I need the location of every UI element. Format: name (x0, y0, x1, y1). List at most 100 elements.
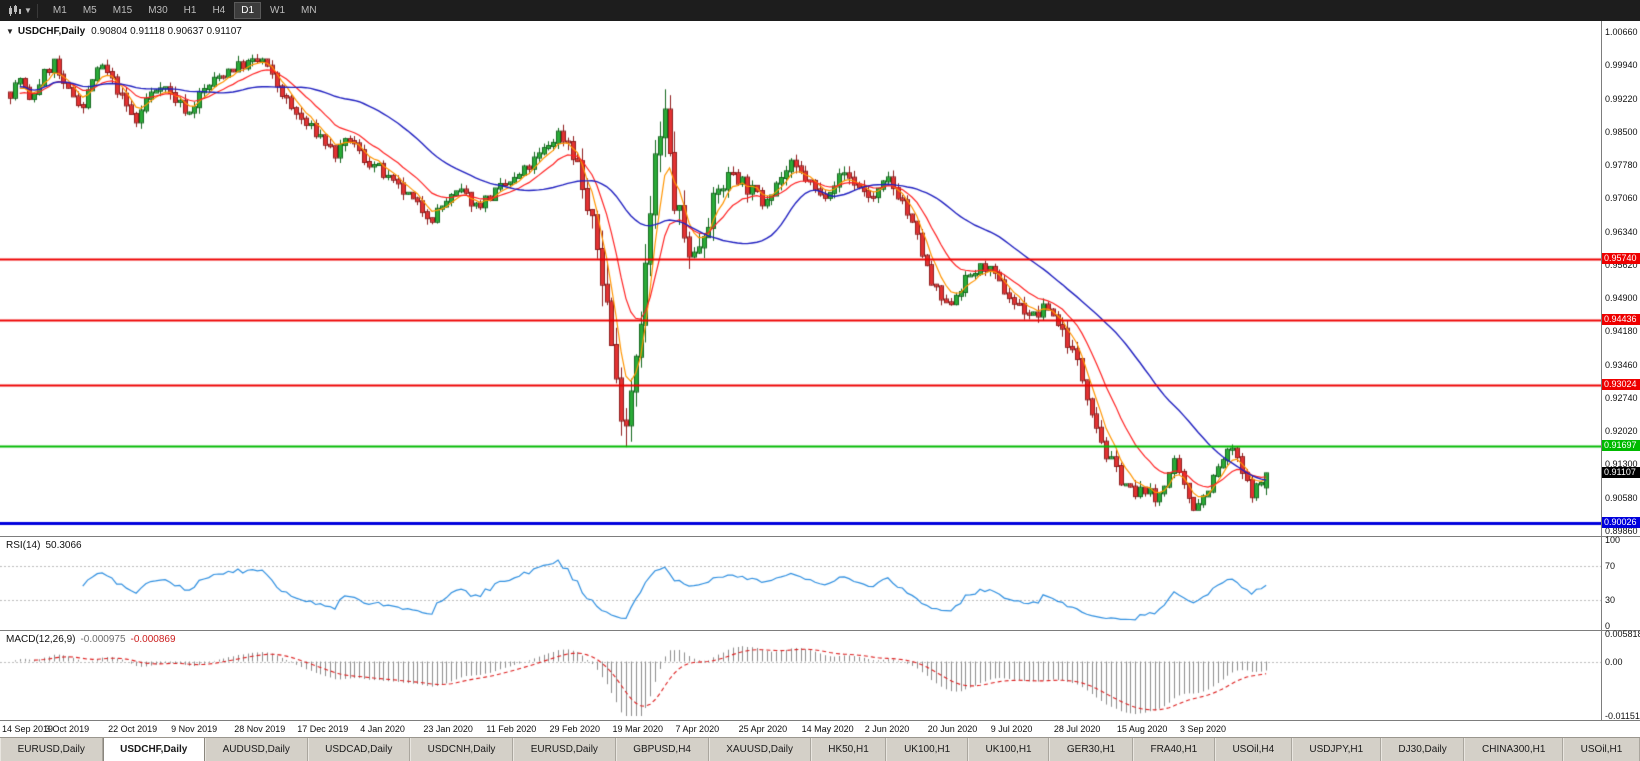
chart-tab[interactable]: EURUSD,Daily (513, 738, 616, 761)
chevron-down-icon: ▼ (24, 5, 32, 15)
current-price-flag: 0.91107 (1602, 467, 1640, 479)
timeframe-button-m5[interactable]: M5 (82, 5, 97, 16)
hline-price-flag: 0.94436 (1602, 313, 1640, 325)
chart-tab[interactable]: GBPUSD,H4 (615, 738, 709, 761)
price-axis-label: 0.97060 (1605, 193, 1638, 204)
date-label: 11 Feb 2020 (486, 724, 537, 734)
macd-indicator-panel: MACD(12,26,9) -0.000975 -0.000869 0.005818… (0, 629, 1640, 721)
date-label: 7 Apr 2020 (675, 724, 720, 734)
price-axis-label: 0.93460 (1605, 359, 1638, 370)
chart-tab[interactable]: USDCNH,Daily (410, 738, 514, 761)
chart-type-button[interactable]: ▼ (5, 3, 38, 18)
macd-main-value: -0.000975 (80, 634, 126, 645)
hline-price-flag: 0.90026 (1602, 517, 1640, 529)
chart-tab[interactable]: XAUUSD,Daily (708, 738, 811, 761)
date-label: 9 Jul 2020 (990, 724, 1033, 734)
date-label: 28 Jul 2020 (1053, 724, 1101, 734)
date-label: 3 Oct 2019 (45, 724, 90, 734)
rsi-canvas[interactable] (0, 537, 1601, 630)
chart-tab[interactable]: USOil,H4 (1214, 738, 1292, 761)
macd-canvas[interactable] (0, 631, 1601, 720)
date-label: 14 Sep 2019 (2, 724, 54, 734)
chart-tab[interactable]: DJ30,Daily (1380, 738, 1465, 761)
price-axis-label: 0.89860 (1605, 525, 1638, 536)
timeframe-button-m1[interactable]: M1 (52, 5, 67, 16)
timeframe-button-group: M1 M5 M15 M30 H1 H4 D1 W1 MN (46, 2, 324, 19)
date-label: 25 Apr 2020 (738, 724, 788, 734)
date-label: 29 Feb 2020 (549, 724, 600, 734)
price-axis-label: 0.90580 (1605, 492, 1638, 503)
hline-price-flag: 0.93024 (1602, 378, 1640, 390)
date-label: 28 Nov 2019 (234, 724, 286, 734)
date-label: 22 Oct 2019 (108, 724, 158, 734)
macd-signal-value: -0.000869 (130, 634, 176, 645)
candlestick-chart-icon (9, 4, 21, 16)
timeframe-button-mn[interactable]: MN (301, 5, 317, 16)
rsi-label: RSI(14) 50.3066 (6, 540, 82, 551)
macd-axis-label: -0.011514 (1605, 711, 1640, 721)
date-label: 4 Jan 2020 (360, 724, 405, 734)
date-label: 9 Nov 2019 (171, 724, 218, 734)
price-axis-label: 0.99940 (1605, 60, 1638, 71)
chart-tab[interactable]: AUDUSD,Daily (205, 738, 308, 761)
chart-tab[interactable]: UK100,H1 (886, 738, 968, 761)
chart-tab[interactable]: UK100,H1 (967, 738, 1050, 761)
date-label: 15 Aug 2020 (1116, 724, 1168, 734)
chart-tab[interactable]: USOil,H1 (1563, 738, 1640, 761)
rsi-axis-label: 100 (1605, 535, 1621, 545)
price-axis-label: 0.94900 (1605, 293, 1638, 304)
timeframe-button-m15[interactable]: M15 (112, 5, 133, 16)
chart-tab[interactable]: HK50,H1 (810, 738, 887, 761)
timeframe-button-h1[interactable]: H1 (183, 5, 197, 16)
price-axis-label: 0.94180 (1605, 326, 1638, 337)
chart-tab[interactable]: USDCHF,Daily (102, 738, 206, 761)
timeframe-button-w1[interactable]: W1 (270, 5, 286, 16)
chart-tab[interactable]: USDJPY,H1 (1291, 738, 1381, 761)
timeframe-button-d1[interactable]: D1 (234, 2, 262, 19)
time-axis: 14 Sep 2019 3 Oct 2019 22 Oct 2019 9 Nov 20… (0, 720, 1640, 737)
price-axis-label: 0.98500 (1605, 126, 1638, 137)
ohlc-values: 0.90804 0.91118 0.90637 0.91107 (91, 26, 242, 37)
date-label: 20 Jun 2020 (927, 724, 978, 734)
rsi-axis-label: 0 (1605, 621, 1611, 631)
chart-tab[interactable]: GER30,H1 (1049, 738, 1133, 761)
price-axis-label: 0.91300 (1605, 459, 1638, 470)
price-axis-label: 0.97780 (1605, 160, 1638, 171)
price-axis-label: 0.95620 (1605, 259, 1638, 270)
collapse-arrow-icon[interactable]: ▼ (6, 27, 14, 36)
date-label: 2 Jun 2020 (864, 724, 910, 734)
hline-price-flag: 0.91697 (1602, 440, 1640, 452)
rsi-axis-label: 70 (1605, 560, 1616, 571)
symbol-period-label: USDCHF,Daily (17, 26, 86, 37)
price-axis-label: 0.92740 (1605, 392, 1638, 403)
price-chart-canvas[interactable] (0, 21, 1601, 536)
rsi-value: 50.3066 (45, 540, 82, 551)
chart-tab[interactable]: USDCAD,Daily (307, 738, 411, 761)
macd-axis: 0.005818 0.00 -0.011514 (1601, 629, 1640, 721)
price-axis-label: 0.92020 (1605, 426, 1638, 437)
chart-tabs-bar: EURUSD,Daily USDCHF,Daily AUDUSD,Daily USDC… (0, 737, 1640, 761)
timeframe-button-m30[interactable]: M30 (148, 5, 168, 16)
hline-price-flag: 0.95740 (1602, 253, 1640, 265)
price-axis-label: 1.00660 (1605, 27, 1638, 37)
chart-tab[interactable]: CHINA300,H1 (1464, 738, 1564, 761)
macd-axis-label: 0.005818 (1605, 629, 1640, 639)
date-label: 19 Mar 2020 (612, 724, 664, 734)
price-axis-label: 0.99220 (1605, 93, 1638, 104)
date-label: 17 Dec 2019 (297, 724, 349, 734)
date-label: 14 May 2020 (801, 724, 854, 734)
timeframe-button-h4[interactable]: H4 (212, 5, 226, 16)
price-chart-panel: ▼ USDCHF,Daily 0.90804 0.91118 0.90637 0.9… (0, 21, 1640, 536)
chart-tab[interactable]: FRA40,H1 (1132, 738, 1215, 761)
chart-tab[interactable]: EURUSD,Daily (0, 738, 103, 761)
date-label: 3 Sep 2020 (1179, 724, 1226, 734)
rsi-indicator-panel: RSI(14) 50.3066 100 70 30 0 (0, 535, 1640, 631)
rsi-axis-label: 30 (1605, 595, 1616, 606)
rsi-axis: 100 70 30 0 (1601, 535, 1640, 631)
price-axis: 1.00660 0.99940 0.99220 0.98500 0.97780 0.970… (1601, 21, 1640, 536)
macd-axis-label: 0.00 (1605, 656, 1623, 667)
chart-title: ▼ USDCHF,Daily 0.90804 0.91118 0.90637 0.9… (6, 26, 242, 37)
macd-label: MACD(12,26,9) -0.000975 -0.000869 (6, 634, 176, 645)
timeframe-toolbar: ▼ M1 M5 M15 M30 H1 H4 D1 W1 MN (0, 0, 1640, 21)
